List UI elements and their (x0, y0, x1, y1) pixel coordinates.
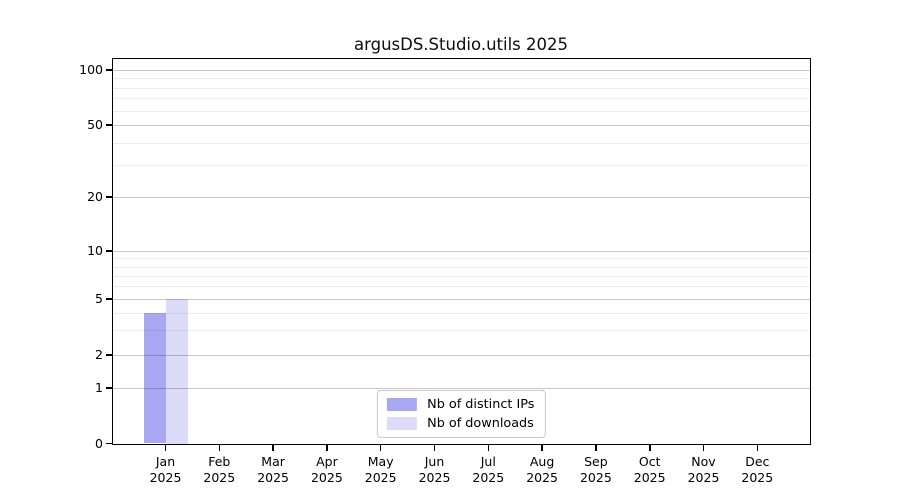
x-tick-mark (218, 444, 221, 451)
legend-swatch-downloads (387, 417, 418, 430)
x-tick-label: Dec 2025 (741, 453, 774, 485)
x-tick-mark (595, 444, 597, 451)
legend-label-downloads: Nb of downloads (427, 416, 534, 431)
x-tick-label: May 2025 (364, 453, 397, 485)
y-tick-label: 5 (95, 291, 103, 306)
gridline-major (112, 355, 810, 356)
y-tick-label: 2 (95, 347, 103, 362)
x-tick-label: Jul 2025 (472, 453, 505, 485)
y-tick-mark (106, 250, 112, 252)
x-tick-mark (487, 444, 489, 451)
y-tick-mark (106, 442, 112, 445)
y-tick-mark (106, 387, 112, 389)
x-tick-mark (433, 444, 436, 451)
gridline-minor (112, 330, 810, 332)
y-tick-mark (106, 354, 112, 356)
x-tick-label: Jan 2025 (149, 453, 182, 485)
x-tick-mark (649, 444, 651, 451)
gridline-minor (112, 258, 810, 260)
x-tick-mark (379, 444, 382, 451)
legend-swatch-distinct-ips (387, 398, 418, 411)
gridline-major (112, 125, 810, 126)
gridline-major (112, 299, 810, 300)
gridline-minor (112, 98, 810, 100)
gridline-minor (112, 312, 810, 314)
gridline-minor (112, 275, 810, 277)
gridline-major (112, 251, 810, 252)
gridline-major (112, 388, 810, 389)
legend-item-distinct-ips: Nb of distinct IPs (387, 397, 534, 412)
gridline-minor (112, 110, 810, 112)
y-tick-mark (106, 298, 112, 300)
x-tick-mark (164, 444, 167, 451)
y-tick-label: 50 (87, 117, 103, 132)
x-tick-mark (702, 444, 705, 451)
legend-label-distinct-ips: Nb of distinct IPs (427, 397, 535, 412)
gridline-minor (112, 78, 810, 80)
bar-nb-of-downloads (165, 299, 188, 444)
x-tick-label: Apr 2025 (310, 453, 343, 485)
y-tick-label: 10 (87, 243, 103, 258)
x-tick-label: Aug 2025 (526, 453, 558, 485)
x-tick-mark (541, 444, 543, 451)
x-tick-mark (272, 444, 274, 451)
gridline-major (112, 70, 810, 71)
gridline-major (112, 197, 810, 198)
x-tick-label: Feb 2025 (203, 453, 236, 485)
x-tick-label: Mar 2025 (257, 453, 289, 485)
gridline-minor (112, 286, 810, 288)
y-tick-mark (106, 124, 112, 126)
y-tick-label: 1 (95, 380, 103, 395)
y-tick-mark (106, 69, 112, 71)
gridline-minor (112, 165, 810, 167)
y-tick-label: 0 (95, 435, 103, 451)
y-tick-mark (106, 196, 112, 198)
bar-nb-of-distinct-ips (143, 312, 166, 444)
x-tick-label: Sep 2025 (579, 453, 612, 485)
y-tick-label: 20 (87, 189, 103, 204)
gridline-minor (112, 266, 810, 268)
x-tick-mark (756, 444, 758, 451)
y-tick-label: 100 (79, 62, 103, 77)
gridline-minor (112, 142, 810, 144)
chart-title: argusDS.Studio.utils 2025 (354, 35, 568, 54)
legend-item-downloads: Nb of downloads (387, 416, 534, 431)
x-tick-label: Jun 2025 (418, 453, 451, 485)
x-tick-label: Oct 2025 (633, 453, 666, 485)
gridline-minor (112, 87, 810, 89)
plot-area: Nb of distinct IPs Nb of downloads (111, 58, 811, 445)
x-tick-label: Nov 2025 (687, 453, 720, 485)
legend: Nb of distinct IPs Nb of downloads (377, 390, 546, 438)
x-tick-mark (326, 444, 328, 451)
